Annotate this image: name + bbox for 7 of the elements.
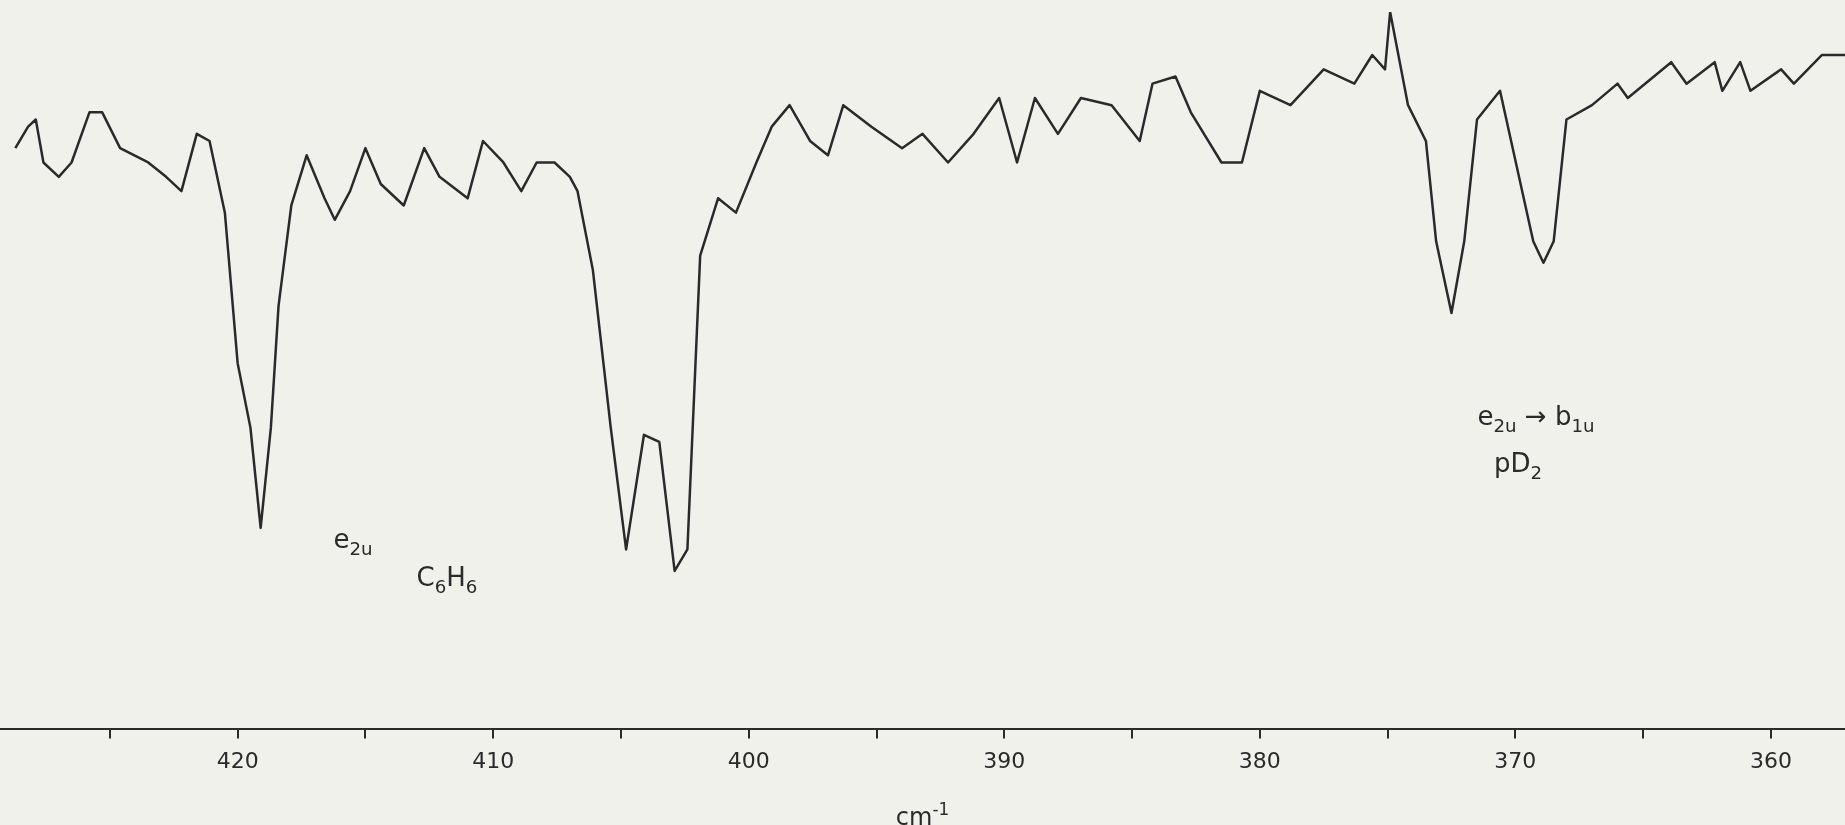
x-tick-label: 400	[727, 747, 770, 773]
x-tick-label: 380	[1238, 747, 1281, 773]
x-tick-label: 360	[1749, 747, 1792, 773]
x-tick-label: 370	[1494, 747, 1537, 773]
x-tick-label: 410	[472, 747, 515, 773]
x-tick-label: 390	[983, 747, 1026, 773]
x-tick-label: 420	[216, 747, 259, 773]
